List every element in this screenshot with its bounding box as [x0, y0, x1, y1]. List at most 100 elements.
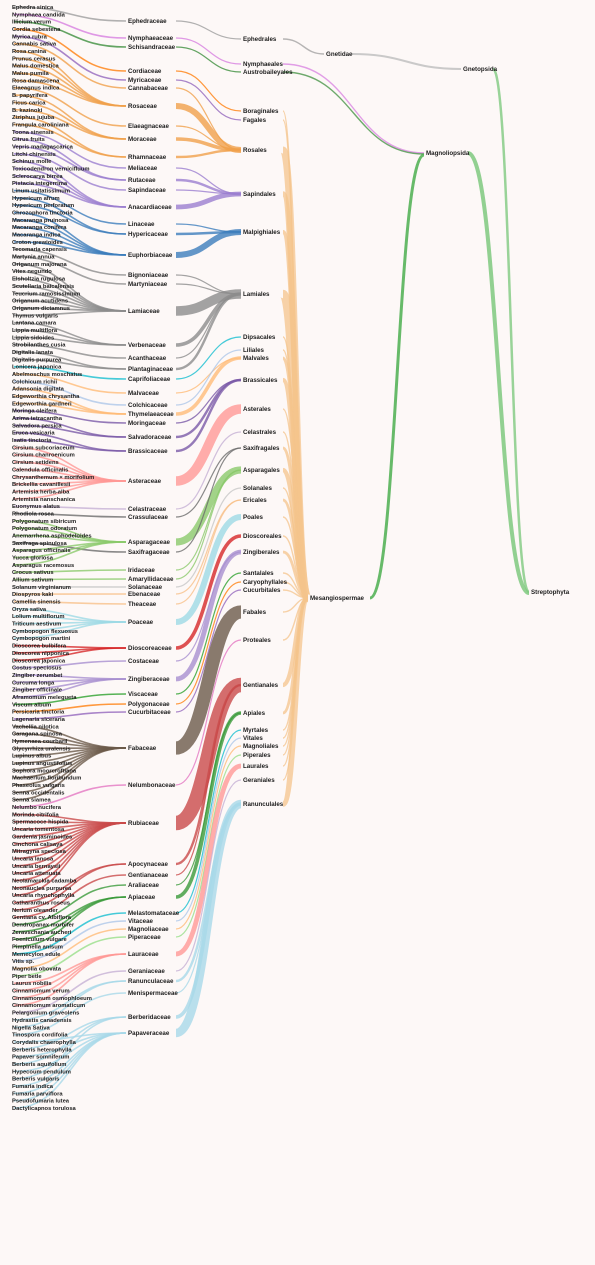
family-label-plantaginaceae: Plantaginaceae	[128, 366, 174, 373]
species-label-cymbopogon-martini: Cymbopogon martini	[12, 636, 71, 642]
family-label-schisandraceae: Schisandraceae	[128, 44, 176, 51]
species-label-dioscorea-japonica: Dioscorea japonica	[12, 658, 66, 664]
species-label-fumaria-indica: Fumaria indica	[12, 1084, 54, 1090]
species-label-lonicera-japonica: Lonicera japonica	[12, 365, 62, 371]
family-label-sapindaceae: Sapindaceae	[128, 187, 166, 194]
link-species-pimpinella-anisum	[13, 896, 127, 948]
species-label-glycyrrhiza-uralensis: Glycyrrhiza uralensis	[12, 746, 71, 752]
order-label-caryophyllales: Caryophyllales	[243, 579, 288, 586]
order-label-lamiales: Lamiales	[243, 291, 270, 298]
link-species-myrica-rubra	[13, 35, 127, 81]
link-family-anacardiaceae	[175, 191, 242, 210]
species-label-lippia-multiflora: Lippia multiflora	[12, 328, 58, 334]
link-species-litchi-chinensis	[13, 153, 127, 191]
link-species-colchicum-richii	[13, 380, 127, 406]
link-species-lonicera-japonica	[13, 365, 127, 380]
link-species-b-kazinoki	[13, 108, 127, 140]
link-species-pelargonium-graveolens	[13, 970, 127, 1014]
species-label-phaseolus-vulgaris: Phaseolus vulgaris	[12, 783, 65, 789]
species-label-foeniculum-vulgare: Foeniculum vulgare	[12, 937, 68, 943]
family-label-rosaceae: Rosaceae	[128, 103, 157, 110]
species-label-gentiana-cv-albiflora: Gentiana cv. Albiflora	[12, 915, 72, 921]
species-label-litchi-chinensis: Litchi chinensis	[12, 152, 56, 158]
order-label-geraniales: Geraniales	[243, 777, 275, 784]
family-label-elaeagnaceae: Elaeagnaceae	[128, 123, 169, 130]
link-species-persicaria-tinctoria	[13, 703, 127, 713]
species-label-nigella-sativa: Nigella Sativa	[12, 1025, 50, 1031]
link-family-melastomataceae	[175, 729, 242, 914]
species-label-cinnamomum-verum: Cinnamomum verum	[12, 989, 70, 995]
link-species-tecomaria-capensis	[13, 248, 127, 276]
species-label-illicium-verum: Illicium verum	[12, 20, 51, 26]
link-magnoliopsida	[467, 151, 530, 595]
species-label-strobilanthes-cusia: Strobilanthes cusia	[12, 343, 66, 349]
link-species-abelmoschus-moschatus	[13, 373, 127, 394]
order-label-austrobaileyales: Austrobaileyales	[243, 69, 293, 76]
link-species-thymus-vulgaris	[13, 310, 127, 317]
order-label-asparagales: Asparagales	[243, 467, 280, 474]
family-label-berberidaceae: Berberidaceae	[128, 1014, 171, 1021]
species-label-uncaria-tomentosa: Uncaria tomentosa	[12, 827, 65, 833]
family-label-salvadoraceae: Salvadoraceae	[128, 434, 172, 441]
species-label-cannabis-sativa: Cannabis sativa	[12, 42, 57, 48]
species-label-papaver-somniferum: Papaver somniferum	[12, 1055, 69, 1061]
species-label-thymus-vulgaris: Thymus vulgaris	[12, 313, 58, 319]
species-label-dendropanax-morbifer: Dendropanax morbifer	[12, 923, 75, 929]
species-label-memecylon-edule: Memecylon edule	[12, 952, 61, 958]
species-label-teucrium-ramosissimum: Teucrium ramosissimum	[12, 291, 80, 297]
link-species-euonymus-alatus	[13, 505, 127, 510]
link-species-costus-speciosus	[13, 660, 127, 669]
link-species-vepris-madagascarica	[13, 145, 127, 181]
order-label-santalales: Santalales	[243, 570, 274, 577]
species-label-dioscorea-bulbifera: Dioscorea bulbifera	[12, 644, 67, 650]
species-label-myrica-rubra: Myrica rubra	[12, 34, 48, 40]
link-family-lauraceae	[175, 763, 242, 957]
family-label-lamiaceae: Lamiaceae	[128, 308, 160, 315]
species-label-digitalis-purpurea: Digitalis purpurea	[12, 357, 62, 363]
family-label-solanaceae: Solanaceae	[128, 584, 163, 591]
species-label-senna-siamea: Senna siamea	[12, 798, 51, 804]
family-label-saxifragaceae: Saxifragaceae	[128, 549, 170, 556]
family-label-menispermaceae: Menispermaceae	[128, 990, 178, 997]
species-label-frangula-caroliniana: Frangula caroliniana	[12, 122, 69, 128]
species-label-brickellia-cavanillesii: Brickellia cavanillesii	[12, 482, 71, 488]
species-label-morinda-citrifolia: Morinda citrifolia	[12, 812, 59, 818]
link-species-rosa-damascena	[13, 79, 127, 107]
species-label-b-papyrifera: B. papyrifera	[12, 93, 48, 99]
species-label-asparagus-racemosus: Asparagus racemosus	[12, 563, 74, 569]
order-label-ranunculales: Ranunculales	[243, 801, 284, 808]
species-label-cinchona-calisaya: Cinchona calisaya	[12, 842, 63, 848]
family-label-crassulaceae: Crassulaceae	[128, 514, 168, 521]
link-family-moraceae	[175, 137, 242, 152]
link-family-schisandraceae	[175, 46, 242, 73]
species-label-lolium-multiflorum: Lolium multiflorum	[12, 614, 65, 620]
order-label-apiales: Apiales	[243, 710, 266, 717]
family-label-colchicaceae: Colchicaceae	[128, 402, 168, 409]
link-family-crassulaceae	[175, 447, 242, 518]
species-label-macaranga-indica: Macaranga indica	[12, 233, 61, 239]
link-family-vitaceae	[175, 737, 242, 922]
family-label-lauraceae: Lauraceae	[128, 951, 159, 958]
species-label-hypericum-afrum: Hypericum afrum	[12, 196, 60, 202]
link-species-toona-sinensis	[13, 130, 127, 169]
species-label-chrozophora-tinctoria: Chrozophora tinctoria	[12, 211, 73, 217]
order-label-cucurbitales: Cucurbitales	[243, 587, 281, 594]
link-species-senna-siamea	[13, 747, 127, 801]
link-family-solanaceae	[175, 487, 242, 588]
species-label-crocus-sativus: Crocus sativus	[12, 570, 54, 576]
order-label-solanales: Solanales	[243, 485, 272, 492]
species-label-triticum-aestivum: Triticum aestivum	[12, 622, 61, 628]
link-family-plantaginaceae	[175, 292, 242, 371]
order-label-magnoliales: Magnoliales	[243, 743, 279, 750]
link-family-rhamnaceae	[175, 148, 242, 159]
species-label-croton-grewioides: Croton grewioides	[12, 240, 63, 246]
species-label-solanum-virginianum: Solanum virginianum	[12, 585, 71, 591]
species-label-pseudofumaria-lutea: Pseudofumaria lutea	[12, 1099, 70, 1105]
species-label-tinospora-cordifolia: Tinospora cordifolia	[12, 1033, 68, 1039]
order-label-boraginales: Boraginales	[243, 108, 279, 115]
family-label-celastraceae: Celastraceae	[128, 506, 167, 513]
species-label-saxifraga-spinulosa: Saxifraga spinulosa	[12, 541, 68, 547]
family-label-myricaceae: Myricaceae	[128, 77, 162, 84]
species-label-cymbopogon-flexuosus: Cymbopogon flexuosus	[12, 629, 78, 635]
species-label-gardenia-jasminoides: Gardenia jasminoides	[12, 834, 72, 840]
